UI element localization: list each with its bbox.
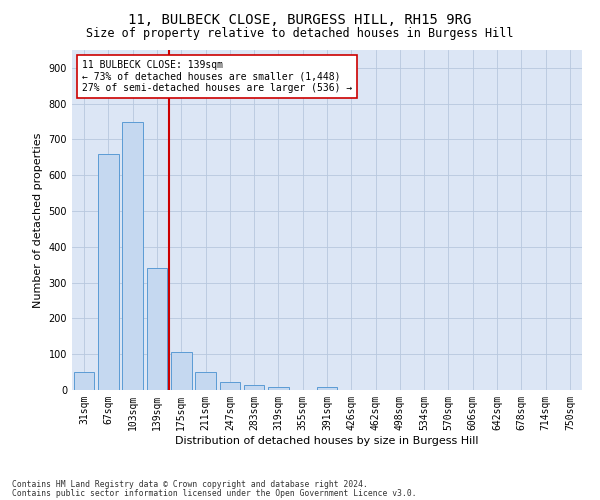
Text: 11 BULBECK CLOSE: 139sqm
← 73% of detached houses are smaller (1,448)
27% of sem: 11 BULBECK CLOSE: 139sqm ← 73% of detach… (82, 60, 352, 94)
Text: Contains public sector information licensed under the Open Government Licence v3: Contains public sector information licen… (12, 489, 416, 498)
Bar (146, 268, 167, 390)
Bar (195, 372, 216, 390)
Bar (98, 154, 119, 390)
Bar (74, 372, 94, 390)
Bar (317, 387, 337, 390)
X-axis label: Distribution of detached houses by size in Burgess Hill: Distribution of detached houses by size … (175, 436, 479, 446)
Text: Contains HM Land Registry data © Crown copyright and database right 2024.: Contains HM Land Registry data © Crown c… (12, 480, 368, 489)
Y-axis label: Number of detached properties: Number of detached properties (33, 132, 43, 308)
Bar (244, 385, 265, 390)
Bar (122, 122, 143, 390)
Bar (268, 387, 289, 390)
Bar (171, 352, 191, 390)
Bar (220, 382, 240, 390)
Text: 11, BULBECK CLOSE, BURGESS HILL, RH15 9RG: 11, BULBECK CLOSE, BURGESS HILL, RH15 9R… (128, 12, 472, 26)
Text: Size of property relative to detached houses in Burgess Hill: Size of property relative to detached ho… (86, 28, 514, 40)
